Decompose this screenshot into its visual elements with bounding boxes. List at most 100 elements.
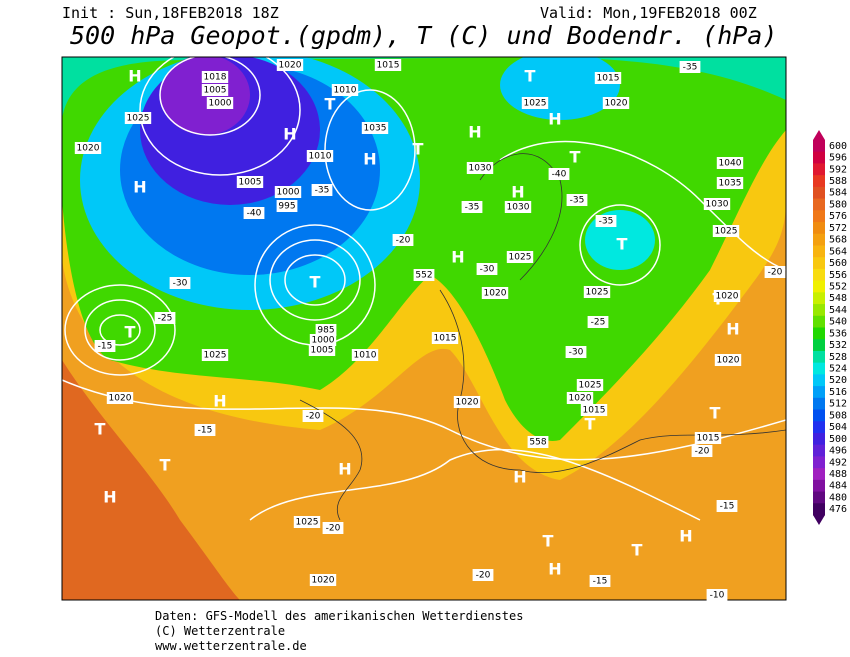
label-box <box>576 379 604 391</box>
colorbar-label: 552 <box>829 281 847 292</box>
label-box <box>716 500 738 512</box>
map-frame <box>61 56 787 601</box>
colorbar-top-arrow <box>813 130 825 140</box>
label-box <box>201 84 229 96</box>
label-box <box>74 142 102 154</box>
pressure-center: H <box>726 320 739 339</box>
colorbar-label: 564 <box>829 246 847 257</box>
colorbar-swatch <box>813 233 825 246</box>
pressure-center: T <box>95 420 106 439</box>
footer-line: Daten: GFS-Modell des amerikanischen Wet… <box>155 609 523 623</box>
colorbar-bottom-arrow <box>813 515 825 525</box>
contour-label: -35 <box>599 217 614 227</box>
contour-label: 1035 <box>719 179 742 189</box>
contour-label: 1020 <box>456 398 479 408</box>
colorbar-swatch <box>813 374 825 387</box>
pressure-center: T <box>160 456 171 475</box>
colorbar-label: 556 <box>829 270 847 281</box>
label-box <box>236 176 264 188</box>
colorbar-label: 524 <box>829 364 847 375</box>
label-box <box>392 234 414 246</box>
contour-label: 1020 <box>569 394 592 404</box>
contour-label: 558 <box>529 438 546 448</box>
label-box <box>595 215 617 227</box>
contour-label: -40 <box>552 170 567 180</box>
label-box <box>106 392 134 404</box>
contour-label: 1025 <box>127 114 150 124</box>
colorbar-swatch <box>813 397 825 411</box>
pressure-center: T <box>525 67 536 86</box>
label-box <box>583 286 611 298</box>
label-box <box>589 575 611 587</box>
contour-label: 1015 <box>597 74 620 84</box>
colorbar-swatch <box>813 327 825 340</box>
contour-label: 1005 <box>311 346 334 356</box>
label-box <box>679 61 701 73</box>
contour-label: -30 <box>173 279 188 289</box>
label-box <box>322 522 344 534</box>
colorbar-label: 588 <box>829 176 847 187</box>
colorbar-swatch <box>813 315 825 328</box>
contour-label: 1005 <box>239 178 262 188</box>
label-box <box>691 445 713 457</box>
label-box <box>293 516 321 528</box>
contour-label: -20 <box>396 236 411 246</box>
label-box <box>472 569 494 581</box>
contour-label: 1030 <box>706 200 729 210</box>
colorbar-label: 500 <box>829 434 847 445</box>
label-box <box>274 186 302 198</box>
label-box <box>527 436 549 448</box>
label-box <box>309 574 337 586</box>
contour-label: 1025 <box>586 288 609 298</box>
label-box <box>201 349 229 361</box>
pressure-center: H <box>548 110 561 129</box>
pressure-center: H <box>133 178 146 197</box>
pressure-center: T <box>632 541 643 560</box>
colorbar-swatch <box>813 245 825 258</box>
pressure-center: T <box>710 404 721 423</box>
label-box <box>764 266 786 278</box>
colorbar-label: 596 <box>829 153 847 164</box>
colorbar-swatch <box>813 479 825 493</box>
map-title: 500 hPa Geopot.(gpdm), T (C) und Bodendr… <box>70 21 777 50</box>
contour-label: 1015 <box>697 434 720 444</box>
label-box <box>243 207 265 219</box>
colorbar-swatch <box>813 140 825 153</box>
colorbar-swatch <box>813 503 825 516</box>
colorbar-swatch <box>813 210 825 223</box>
colorbar-label: 572 <box>829 223 847 234</box>
colorbar-swatch <box>813 163 825 176</box>
colorbar-swatch <box>813 268 825 282</box>
contour-label: 1000 <box>312 336 335 346</box>
colorbar-swatch <box>813 386 825 399</box>
contour-label: 1025 <box>296 518 319 528</box>
contour-label: 1010 <box>334 86 357 96</box>
contour-label: 1030 <box>469 164 492 174</box>
label-box <box>331 84 359 96</box>
contour-label: -40 <box>247 209 262 219</box>
contour-label: 1020 <box>716 292 739 302</box>
label-box <box>311 184 333 196</box>
colorbar-label: 504 <box>829 422 847 433</box>
label-box <box>580 404 608 416</box>
colorbar-label: 584 <box>829 188 847 199</box>
pressure-center: H <box>679 527 692 546</box>
pressure-center: T <box>325 95 336 114</box>
label-box <box>594 72 622 84</box>
pressure-center: H <box>103 488 116 507</box>
label-box <box>276 200 298 212</box>
contour-label: 995 <box>278 202 295 212</box>
pressure-center: H <box>338 460 351 479</box>
map-field <box>62 57 786 600</box>
label-box <box>308 344 336 356</box>
label-box <box>706 589 728 601</box>
label-box <box>431 332 459 344</box>
field-red <box>62 360 240 600</box>
contour-label: -20 <box>768 268 783 278</box>
contour-label: 1020 <box>717 356 740 366</box>
label-box <box>466 162 494 174</box>
label-box <box>506 251 534 263</box>
contour-label: 1020 <box>279 61 302 71</box>
colorbar-label: 512 <box>829 399 847 410</box>
